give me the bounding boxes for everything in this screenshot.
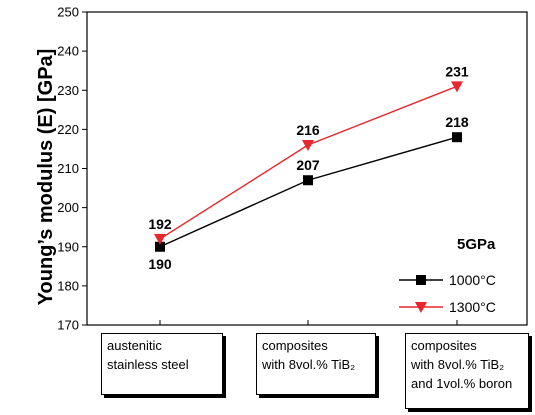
y-axis-label: Young’s modulus (E) [GPa] (35, 49, 57, 306)
y-tick-label: 250 (57, 5, 79, 20)
data-point (303, 175, 313, 186)
axes: 170 180 190 200 210 220 230 240 250 (57, 5, 528, 333)
x-category-label: austenitic stainless steel (101, 333, 223, 395)
y-tick-label: 240 (57, 44, 79, 59)
y-tick-label: 170 (57, 318, 79, 333)
legend-marker (415, 302, 427, 313)
data-label: 216 (296, 122, 320, 138)
y-tick-label: 180 (57, 278, 79, 293)
y-tick-label: 190 (57, 239, 79, 254)
legend-item-1000c: 1000°C (399, 272, 496, 288)
y-tick-label: 220 (57, 122, 79, 137)
y-tick-label: 230 (57, 83, 79, 98)
series-1000c-line (159, 136, 458, 248)
data-label: 218 (445, 114, 469, 130)
data-label: 207 (296, 157, 320, 173)
data-label: 190 (148, 256, 172, 272)
y-tick-label: 200 (57, 200, 79, 215)
x-category-label-line: composites (262, 338, 328, 353)
legend: 5GPa 1000°C 1300°C (399, 236, 496, 315)
legend-title: 5GPa (457, 236, 496, 253)
x-category-label-line: and 1vol.% boron (411, 376, 513, 391)
x-category-label: composites with 8vol.% TiB₂ (256, 333, 376, 395)
legend-item-1300c: 1300°C (399, 299, 496, 315)
x-category-label-line: austenitic (107, 338, 162, 353)
x-category-label-line: with 8vol.% TiB₂ (411, 357, 505, 372)
data-point (302, 140, 314, 152)
data-point (451, 81, 463, 93)
x-category-label-line: with 8vol.% TiB₂ (262, 357, 356, 372)
data-point (154, 233, 166, 245)
x-category-label-line: stainless steel (107, 357, 189, 372)
data-point (452, 132, 462, 143)
x-category-label-line: composites (411, 338, 477, 353)
legend-label: 1000°C (449, 272, 496, 288)
series-1300c: 192 216 231 (148, 63, 469, 245)
legend-label: 1300°C (449, 299, 496, 315)
y-tick-label: 210 (57, 161, 79, 176)
legend-marker (416, 275, 426, 285)
x-category-label: composites with 8vol.% TiB₂ and 1vol.% bor… (405, 333, 529, 409)
series-1000c: 190 207 218 (148, 114, 469, 272)
data-label: 231 (445, 63, 469, 79)
data-point (155, 241, 165, 252)
data-label: 192 (148, 216, 172, 232)
